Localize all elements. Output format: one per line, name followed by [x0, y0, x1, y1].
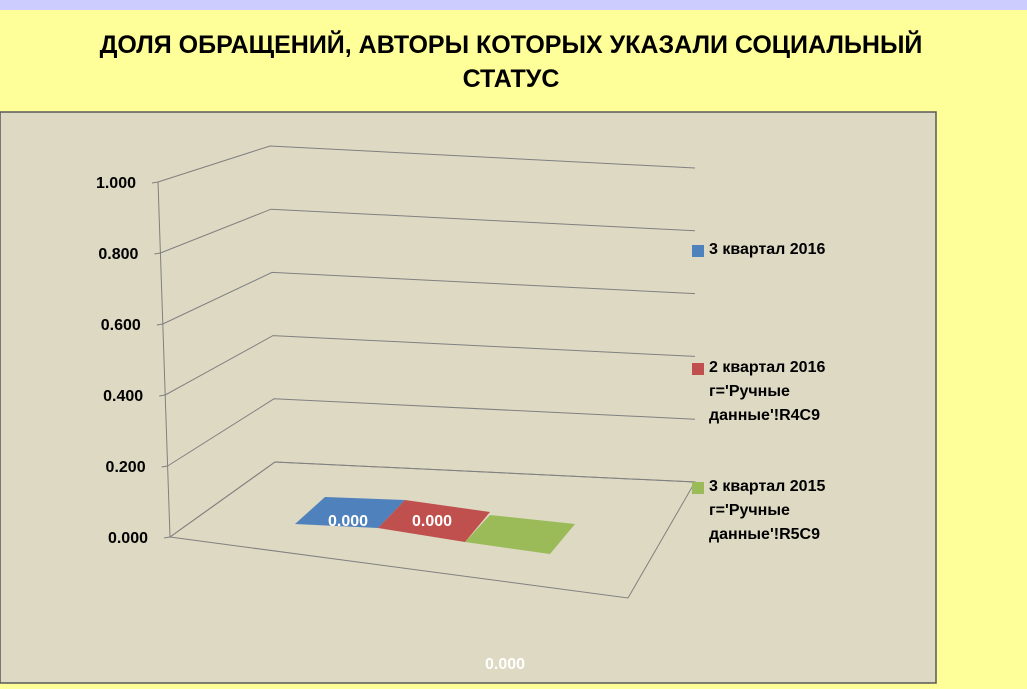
data-label: 0.000 — [328, 513, 368, 530]
bar — [295, 497, 405, 528]
y-tick — [159, 394, 166, 397]
legend-entry: 2 квартал 2016 г='Ручные данные'!R4C9 — [709, 359, 826, 424]
y-tick-label: 0.200 — [106, 459, 146, 476]
top-strip — [0, 0, 1027, 10]
grid-line — [169, 461, 696, 538]
legend-swatch — [692, 482, 704, 494]
y-tick-label: 0.800 — [98, 246, 138, 263]
y-tick — [156, 323, 163, 326]
data-label: 0.000 — [485, 656, 525, 673]
grid-line — [167, 398, 696, 467]
y-tick — [161, 465, 168, 468]
chart-area — [0, 111, 937, 684]
bar — [465, 515, 575, 554]
y-tick — [151, 181, 159, 184]
y-tick-label: 0.600 — [101, 317, 141, 334]
y-tick-label: 1.000 — [96, 175, 136, 192]
legend-swatch — [692, 245, 704, 257]
legend-swatch — [692, 363, 704, 375]
y-tick — [163, 536, 171, 539]
legend-entry: 3 квартал 2015 г='Ручные данные'!R5C9 — [709, 478, 826, 543]
y-tick — [154, 252, 161, 255]
grid-line — [160, 208, 696, 254]
chart-title: ДОЛЯ ОБРАЩЕНИЙ, АВТОРЫ КОТОРЫХ УКАЗАЛИ С… — [99, 31, 923, 93]
data-label: 0.000 — [412, 513, 452, 530]
y-tick-label: 0.400 — [103, 388, 143, 405]
grid-line — [157, 145, 696, 183]
bar — [378, 500, 490, 542]
y-tick-label: 0.000 — [108, 530, 148, 547]
grid-line — [162, 271, 696, 325]
legend-entry: 3 квартал 2016 — [709, 241, 826, 258]
grid-line — [164, 335, 696, 396]
y-axis — [157, 181, 171, 538]
